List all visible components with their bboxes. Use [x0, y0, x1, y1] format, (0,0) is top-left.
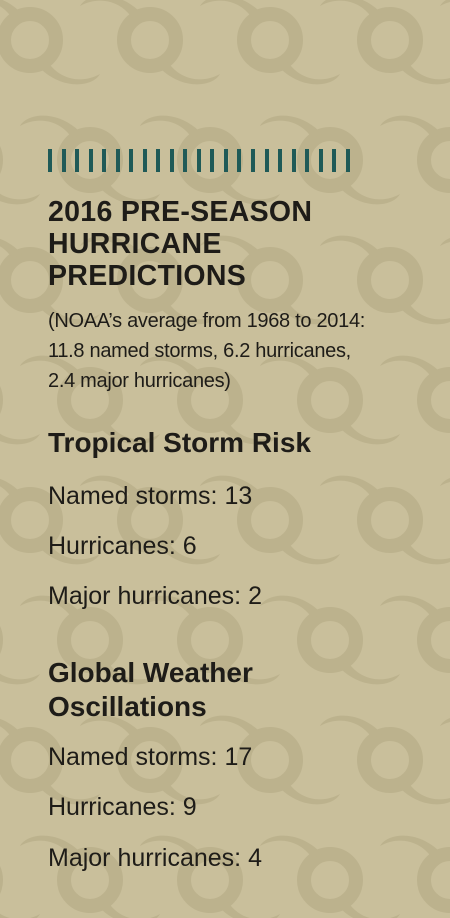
- hurricane-symbol-icon: [80, 0, 220, 84]
- tick-mark: [237, 149, 242, 172]
- note-line: 2.4 major hurricanes): [48, 370, 231, 392]
- tick-mark: [196, 149, 201, 172]
- hurricane-symbol-icon: [440, 236, 450, 325]
- stat-value: 17: [224, 743, 253, 771]
- hurricane-symbol-icon: [320, 716, 450, 805]
- hurricane-symbol-icon: [380, 836, 450, 918]
- tick-mark: [169, 149, 174, 172]
- stat-value: 2: [248, 582, 262, 610]
- hurricane-symbol-icon: [320, 0, 450, 84]
- note-line: (NOAA’s average from 1968 to 2014:: [48, 310, 366, 332]
- stat-hurricanes: Hurricanes: 9: [48, 792, 197, 822]
- tick-mark: [48, 149, 52, 172]
- decorative-tick-bar: [48, 149, 350, 172]
- stat-major-hurricanes: Major hurricanes: 4: [48, 843, 262, 873]
- title-line: PREDICTIONS: [48, 260, 247, 292]
- stat-value: 4: [248, 844, 262, 872]
- tick-mark: [210, 149, 215, 172]
- stat-value: 13: [224, 482, 253, 510]
- stat-label: Major hurricanes:: [48, 582, 242, 610]
- tick-mark: [142, 149, 147, 172]
- stat-label: Hurricanes:: [48, 793, 176, 821]
- hurricane-symbol-icon: [440, 476, 450, 565]
- stat-named-storms: Named storms: 13: [48, 481, 252, 511]
- tick-mark: [264, 149, 269, 172]
- tick-mark: [318, 149, 323, 172]
- hurricane-symbol-icon: [0, 596, 40, 685]
- stat-label: Named storms:: [48, 482, 218, 510]
- tick-mark: [75, 149, 80, 172]
- stat-label: Named storms:: [48, 743, 218, 771]
- tick-mark: [102, 149, 107, 172]
- section-heading-global-weather-oscillations: Global Weather Oscillations: [48, 656, 428, 724]
- tick-mark: [156, 149, 161, 172]
- tick-mark: [88, 149, 93, 172]
- stat-major-hurricanes: Major hurricanes: 2: [48, 581, 262, 611]
- tick-mark: [183, 149, 188, 172]
- stat-value: 6: [182, 532, 197, 560]
- title-line: 2016 PRE-SEASON: [48, 196, 313, 228]
- hurricane-symbol-icon: [260, 836, 400, 918]
- note-line: 11.8 named storms, 6.2 hurricanes,: [48, 340, 351, 362]
- section-heading-line: Oscillations: [48, 691, 207, 722]
- stat-value: 9: [182, 793, 197, 821]
- hurricane-symbol-icon: [0, 0, 100, 84]
- tick-mark: [129, 149, 134, 172]
- hurricane-symbol-icon: [440, 0, 450, 84]
- tick-mark: [305, 149, 310, 172]
- stat-hurricanes: Hurricanes: 6: [48, 531, 197, 561]
- tick-mark: [278, 149, 283, 172]
- hurricane-symbol-icon: [0, 116, 40, 205]
- tick-mark: [250, 149, 255, 172]
- hurricane-symbol-icon: [380, 116, 450, 205]
- title-line: HURRICANE: [48, 228, 222, 260]
- tick-mark: [61, 149, 66, 172]
- tick-mark: [115, 149, 120, 172]
- tick-mark: [291, 149, 296, 172]
- stat-named-storms: Named storms: 17: [48, 742, 252, 772]
- stat-label: Hurricanes:: [48, 532, 176, 560]
- stat-label: Major hurricanes:: [48, 844, 242, 872]
- hurricane-symbol-icon: [200, 0, 340, 84]
- hurricane-symbol-icon: [0, 836, 40, 918]
- hurricane-symbol-icon: [440, 716, 450, 805]
- page-title: 2016 PRE-SEASON HURRICANE PREDICTIONS: [48, 196, 428, 292]
- noaa-average-note: (NOAA’s average from 1968 to 2014: 11.8 …: [48, 306, 433, 396]
- tick-mark: [223, 149, 228, 172]
- section-heading-line: Global Weather: [48, 657, 253, 688]
- tick-mark: [345, 149, 350, 172]
- tick-mark: [332, 149, 337, 172]
- section-heading-tropical-storm-risk: Tropical Storm Risk: [48, 427, 311, 458]
- hurricane-symbol-icon: [0, 356, 40, 445]
- hurricane-symbol-icon: [320, 476, 450, 565]
